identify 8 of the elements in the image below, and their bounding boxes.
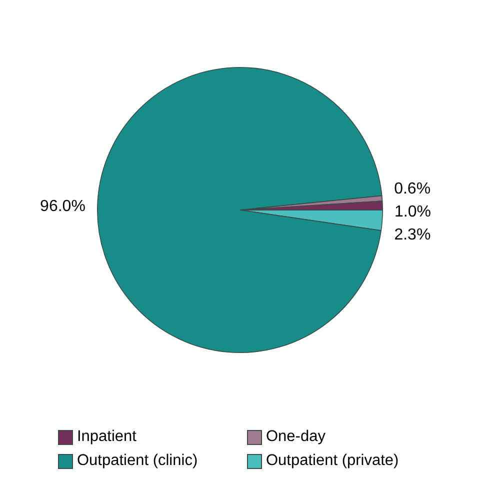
legend-label: One-day (266, 428, 326, 446)
legend-label: Inpatient (77, 428, 136, 446)
legend-label: Outpatient (clinic) (77, 452, 198, 470)
data-label: 2.3% (394, 226, 431, 244)
legend-label: Outpatient (private) (266, 452, 399, 470)
data-label: 96.0% (40, 198, 86, 216)
data-label: 1.0% (394, 203, 431, 220)
data-label: 0.6% (394, 180, 431, 198)
